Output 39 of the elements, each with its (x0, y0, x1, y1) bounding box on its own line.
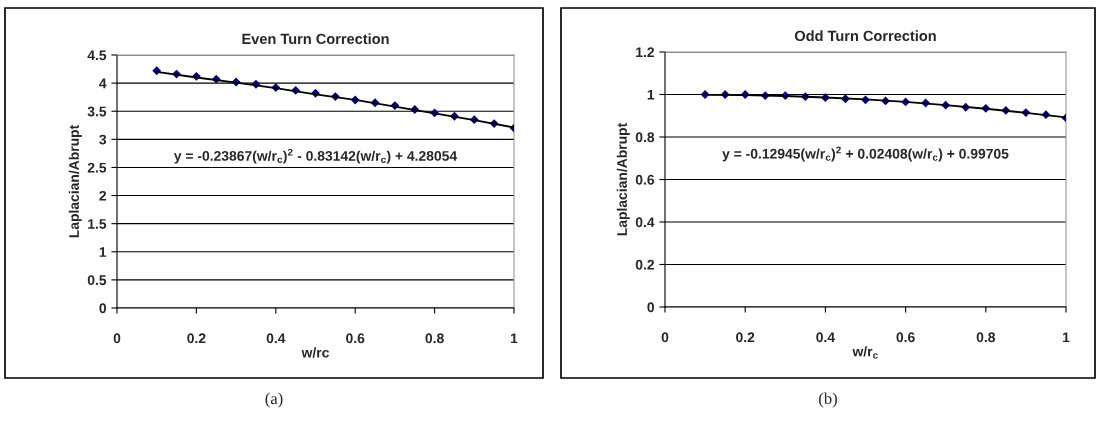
y-tick-label: 0.2 (635, 259, 655, 270)
chart-title: Even Turn Correction (242, 33, 389, 45)
x-tick-label: 0 (113, 333, 121, 344)
x-tick-label: 0.8 (976, 332, 996, 343)
x-tick-label: 0.2 (736, 332, 755, 343)
y-tick-label: 0.8 (635, 132, 655, 143)
x-axis-title: w/rc (301, 347, 329, 358)
y-tick-label: 0 (647, 302, 655, 313)
y-tick-label: 1.2 (636, 47, 655, 58)
y-tick-label: 1 (99, 247, 107, 257)
annotation: y = -0.12945(w/r$_{c}$)$^{2}$ + 0.02408(w/r$_{c}$) + 0.99705 (722, 146, 1009, 162)
x-tick-label: 1 (1063, 332, 1070, 343)
y-tick-label: 0.6 (635, 174, 655, 185)
y-tick-label: 3.5 (87, 106, 107, 117)
y-tick-label: 3 (99, 134, 107, 145)
x-tick-label: 0.6 (896, 332, 915, 343)
y-tick-label: 4 (99, 78, 107, 89)
x-tick-label: 0.2 (187, 333, 206, 344)
y-tick-label: 2 (99, 190, 107, 201)
text: (a) (265, 392, 283, 408)
y-tick-label: 2.5 (87, 162, 107, 173)
y-tick-label: 0 (99, 303, 107, 314)
y-tick-label: 1.5 (88, 219, 107, 229)
x-axis-title: w/r$_{c}$ (852, 346, 878, 359)
y-axis-title: Laplacian/Abrupt (616, 122, 630, 236)
x-tick-label: 0.4 (266, 333, 286, 344)
y-tick-label: 1 (647, 89, 655, 100)
y-axis-title: Laplacian/Abrupt (68, 124, 82, 238)
annotation: y = -0.23867(w/r$_{c}$)$^{2}$ - 0.83142(w/r$_{c}$) + 4.28054 (173, 148, 458, 164)
x-tick-label: 0 (661, 332, 669, 343)
x-tick-label: 0.8 (425, 333, 444, 344)
y-tick-label: 4.5 (87, 50, 107, 61)
text: (b) (819, 392, 837, 408)
x-tick-label: 0.4 (816, 332, 835, 343)
chart-title: Odd Turn Correction (794, 30, 936, 42)
x-tick-label: 1 (511, 333, 518, 344)
y-tick-label: 0.4 (635, 217, 655, 228)
x-tick-label: 0.6 (346, 333, 365, 344)
y-tick-label: 0.5 (87, 275, 107, 286)
